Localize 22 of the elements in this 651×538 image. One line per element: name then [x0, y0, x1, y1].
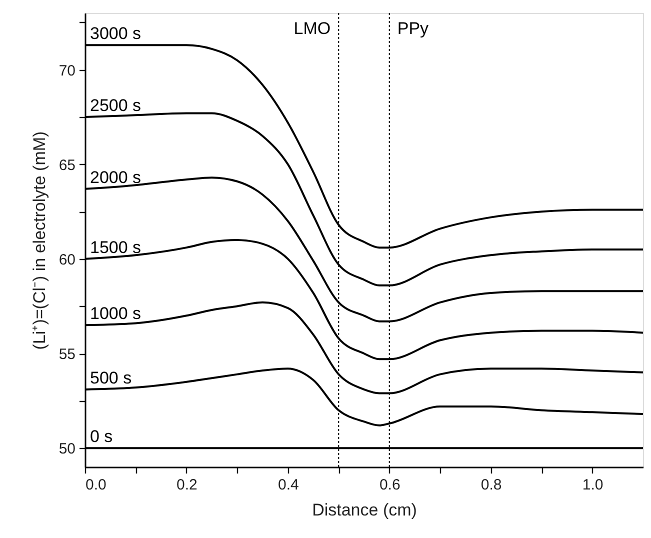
series-label: 0 s: [90, 427, 113, 446]
legend-label: 2000 s: [90, 168, 142, 187]
y-tick-label: 60: [58, 251, 76, 268]
x-tick-label: 0.4: [278, 476, 299, 494]
ref-line-label: PPy: [397, 19, 430, 38]
x-tick-label: 0.2: [176, 476, 198, 494]
series-label: 2500 s: [90, 96, 142, 116]
legend-label: 1000 s: [90, 304, 142, 324]
legend-label: 500 s: [90, 368, 132, 388]
x-axis-title: Distance (cm): [312, 500, 417, 520]
x-tick-label: 0.8: [480, 476, 502, 494]
y-tick-label: 50: [58, 440, 76, 458]
y-tick-label: 70: [58, 62, 76, 80]
x-tick-label: 0.0: [86, 476, 106, 494]
y-axis-title: (Li⁺)=(Cl⁻) in electrolyte (mM): [30, 131, 49, 350]
series-label: 1500 s: [90, 238, 142, 257]
legend-label: 3000 s: [90, 24, 142, 44]
x-tick-label: 0.6: [379, 476, 400, 494]
y-tick-label: 65: [58, 156, 76, 174]
ref-line-label: LMO: [294, 19, 331, 38]
y-tick-label: 55: [58, 346, 76, 363]
x-tick-label: 1.0: [582, 476, 604, 494]
